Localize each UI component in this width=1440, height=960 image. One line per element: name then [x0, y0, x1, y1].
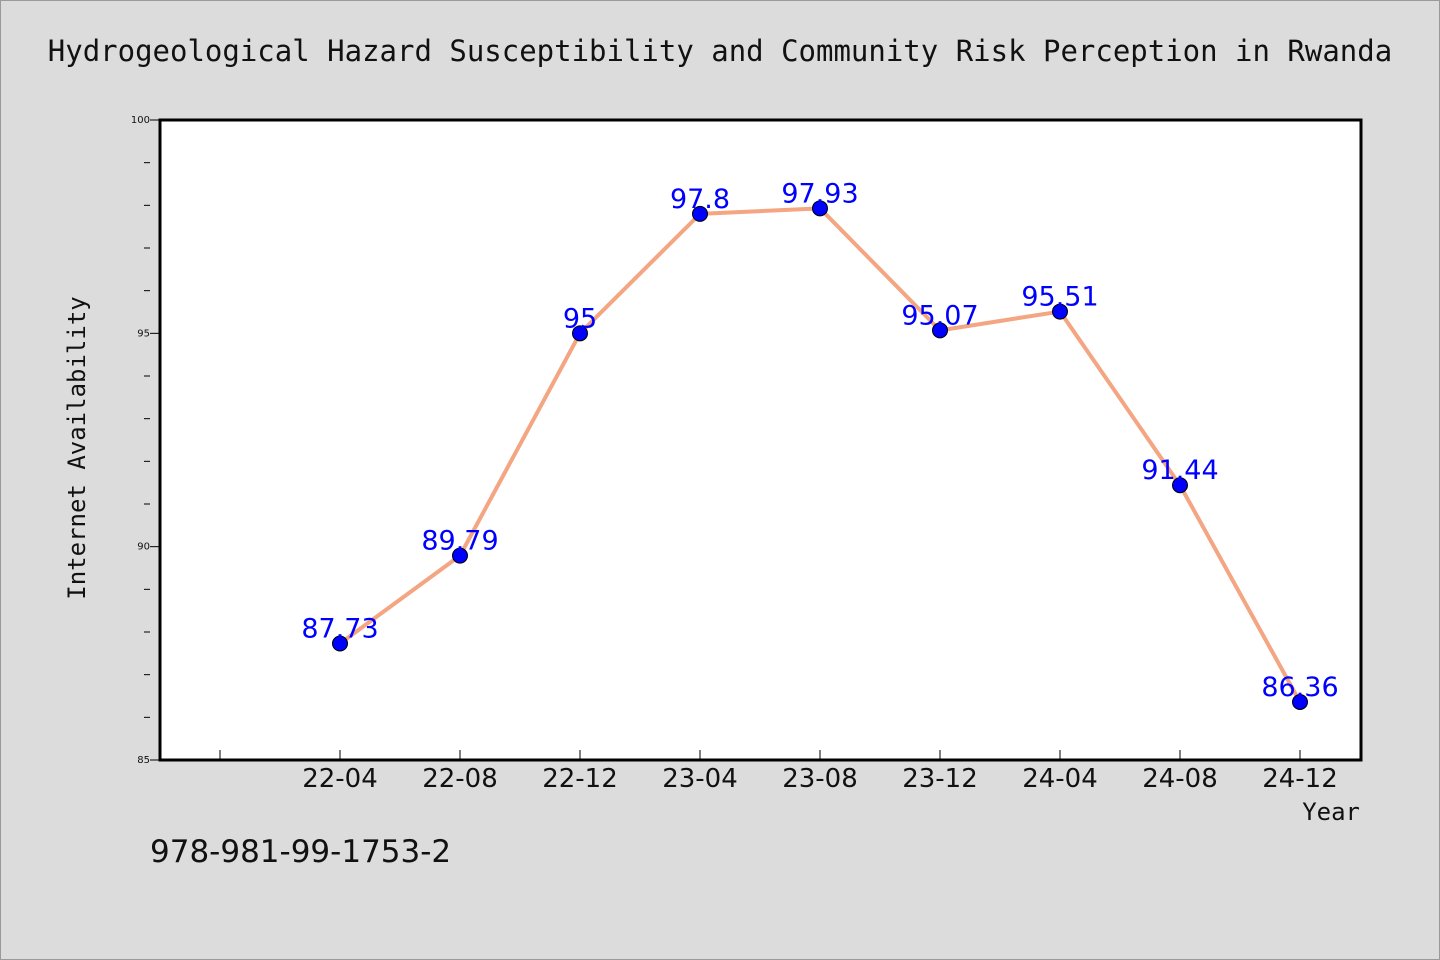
- data-point: [572, 325, 588, 342]
- data-point: [812, 200, 828, 217]
- x-tick-label: 22-12: [542, 764, 618, 794]
- plot-area: [158, 118, 1363, 762]
- x-tick-label: 23-08: [782, 764, 858, 794]
- data-point: [452, 547, 468, 564]
- isbn-footer: 978-981-99-1753-2: [150, 834, 452, 870]
- x-tick-label: 23-12: [902, 764, 978, 794]
- x-tick-label: 24-12: [1262, 764, 1338, 794]
- data-label: 97.8: [670, 184, 730, 215]
- y-tick-label: 85: [137, 755, 150, 766]
- chart-title: Hydrogeological Hazard Susceptibility an…: [47, 34, 1393, 68]
- x-tick-label: 23-04: [662, 764, 738, 794]
- x-tick-label: 24-08: [1142, 764, 1218, 794]
- x-tick-label: 22-08: [422, 764, 498, 794]
- data-label: 95: [563, 303, 597, 334]
- data-point: [1172, 477, 1188, 494]
- data-label: 86.36: [1261, 672, 1338, 703]
- data-point: [1292, 693, 1308, 710]
- data-label: 91.44: [1141, 455, 1218, 486]
- y-tick-label: 100: [131, 115, 150, 126]
- data-label: 95.07: [901, 300, 978, 331]
- x-tick-label: 24-04: [1022, 764, 1098, 794]
- data-point: [332, 635, 348, 652]
- x-tick-label: 22-04: [302, 764, 378, 794]
- data-point: [692, 205, 708, 222]
- y-tick-label: 90: [137, 542, 150, 553]
- data-label: 87.73: [301, 614, 378, 645]
- data-point: [1052, 303, 1068, 320]
- data-label: 95.51: [1021, 282, 1098, 313]
- x-axis-title: Year: [1302, 798, 1360, 826]
- data-label: 89.79: [421, 526, 498, 557]
- y-axis-title: Internet Availability: [63, 296, 91, 599]
- data-label: 97.93: [781, 178, 858, 209]
- y-tick-label: 95: [137, 328, 150, 339]
- data-point: [932, 322, 948, 339]
